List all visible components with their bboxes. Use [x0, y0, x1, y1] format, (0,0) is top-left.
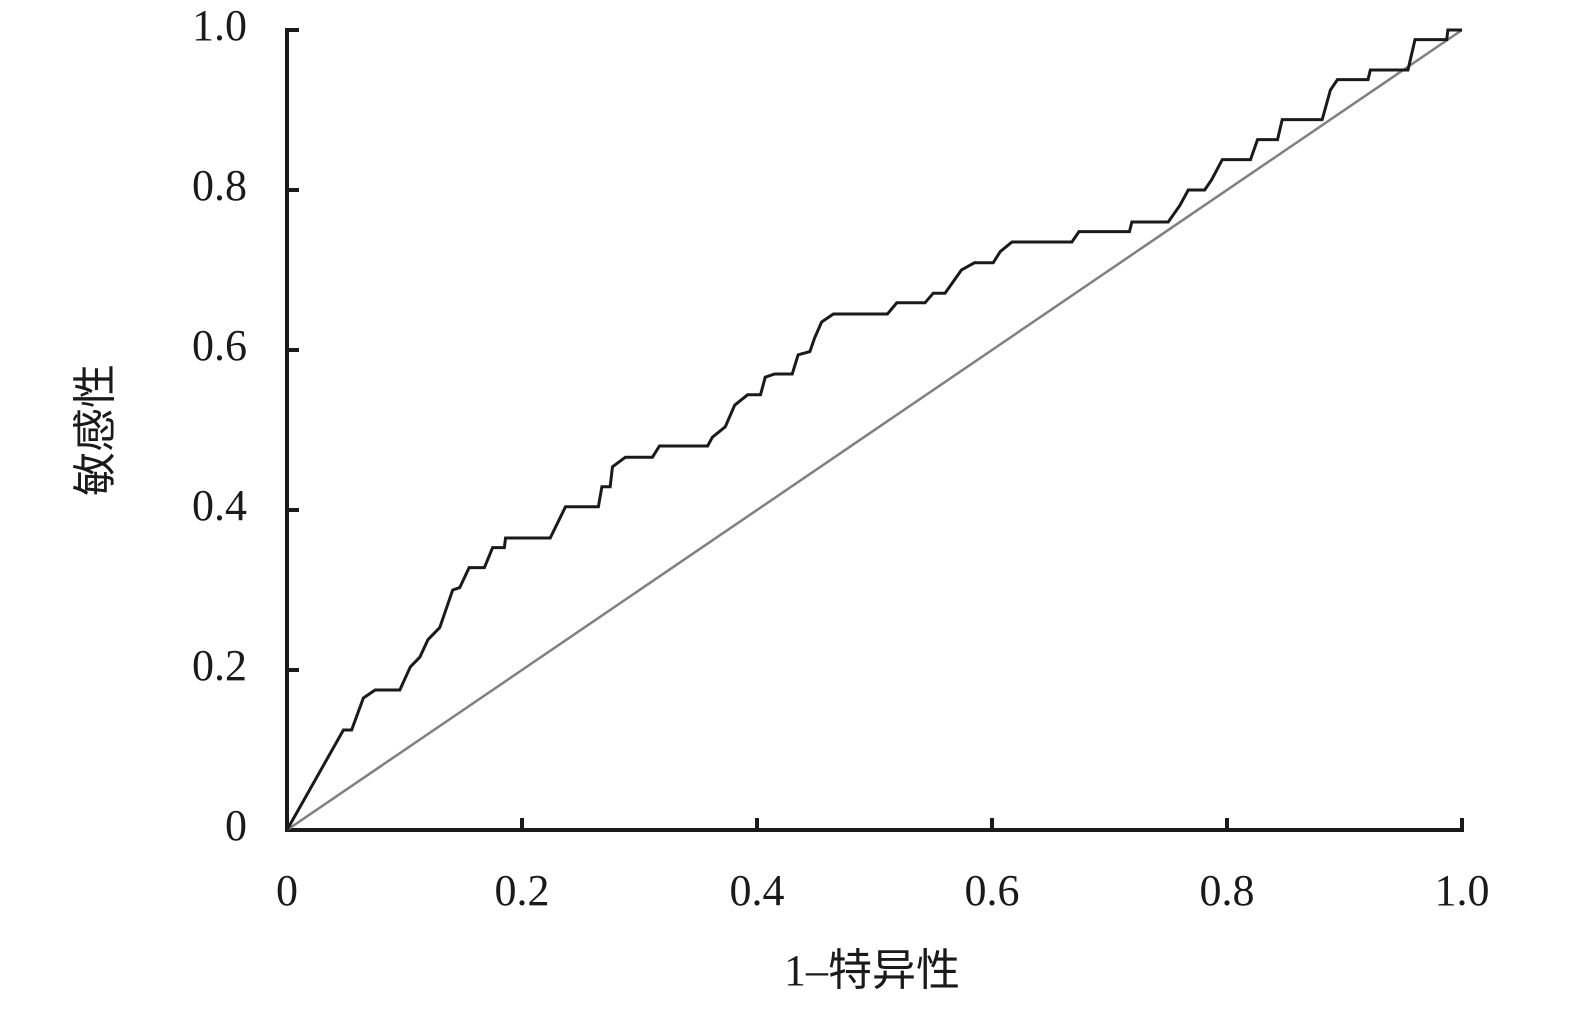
y-tick-label: 0.4 — [192, 481, 247, 530]
y-tick-label: 1.0 — [192, 1, 247, 50]
x-tick-label: 0.4 — [730, 866, 785, 915]
roc-line — [285, 28, 1462, 831]
y-tick-label: 0.2 — [192, 641, 247, 690]
x-tick-label: 0.6 — [965, 866, 1020, 915]
x-tick-label: 0.8 — [1200, 866, 1255, 915]
x-tick-label: 0.2 — [495, 866, 550, 915]
y-axis-label: 敏感性 — [71, 364, 120, 496]
y-tick-label: 0.8 — [192, 161, 247, 210]
x-tick-label: 1.0 — [1435, 866, 1490, 915]
roc-line — [286, 28, 1463, 832]
x-tick-label: 0 — [276, 866, 298, 915]
y-tick-label: 0 — [225, 801, 247, 850]
x-axis-label: 1–特异性 — [784, 946, 960, 995]
y-tick-label: 0.6 — [192, 321, 247, 370]
